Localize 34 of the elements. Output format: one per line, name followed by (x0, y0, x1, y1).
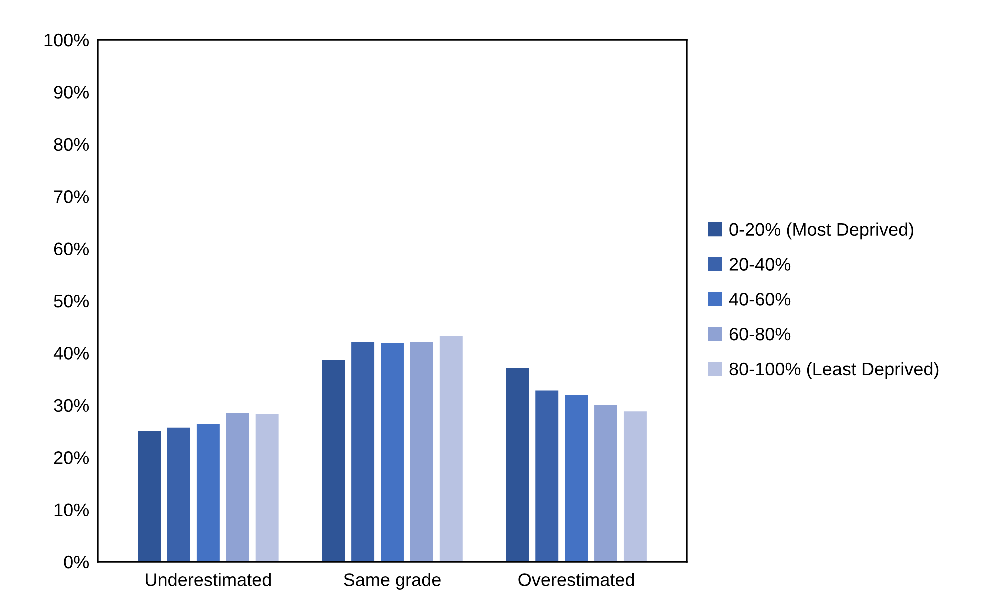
x-tick-label: Overestimated (518, 573, 634, 586)
y-tick-label: 10% (54, 504, 90, 517)
bar (440, 336, 463, 562)
bar (196, 424, 220, 562)
y-tick-label: 60% (54, 242, 90, 256)
bar (410, 342, 434, 562)
bar (536, 390, 559, 562)
bar (256, 414, 279, 562)
bar (565, 395, 588, 562)
y-tick-label: 100% (44, 34, 90, 47)
legend-label: 60-80% (730, 328, 791, 341)
y-tick-label: 0% (64, 556, 90, 569)
bar (322, 360, 346, 562)
x-tick-label: Underestimated (146, 573, 272, 586)
y-tick-label: 20% (54, 452, 90, 464)
y-tick-label: 90% (54, 86, 90, 99)
y-tick-label: 70% (54, 190, 90, 204)
legend-label: 20-40% (730, 258, 791, 271)
legend-label: 0-20% (Most Deprived) (730, 222, 914, 240)
bar (506, 368, 530, 562)
bar (594, 405, 618, 562)
legend-label: 80-100% (Least Deprived) (730, 362, 939, 380)
bar (168, 428, 190, 562)
y-tick-label: 40% (54, 347, 90, 360)
bar (624, 412, 647, 562)
bar (226, 413, 250, 562)
y-tick-label: 50% (54, 294, 90, 308)
bar (381, 343, 404, 562)
bar (138, 432, 162, 562)
y-tick-label: 80% (54, 138, 90, 152)
bar (352, 342, 375, 562)
x-tick-label: Same grade (344, 573, 441, 590)
legend-label: 40-60% (729, 293, 791, 306)
y-tick-label: 30% (54, 399, 90, 412)
